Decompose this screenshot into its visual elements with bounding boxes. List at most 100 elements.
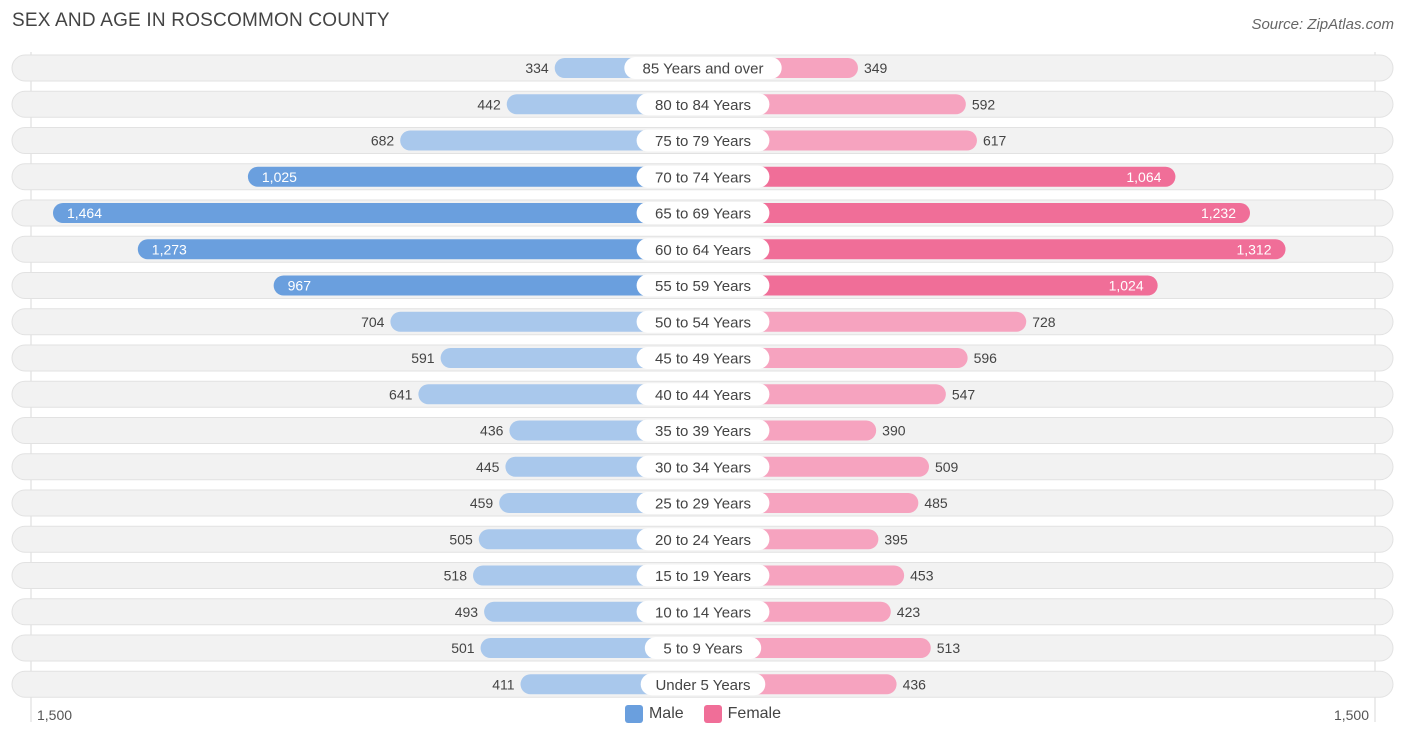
male-bar <box>440 348 703 368</box>
female-value-label: 453 <box>910 568 934 584</box>
legend-male-label: Male <box>648 705 684 722</box>
category-label-pill <box>636 202 770 224</box>
male-value-label: 493 <box>455 604 479 620</box>
male-swatch-icon <box>624 705 643 723</box>
category-label-pill <box>636 455 770 478</box>
female-value-label: 596 <box>974 350 998 366</box>
female-bar <box>703 130 977 151</box>
category-label: 25 to 29 Years <box>655 496 751 513</box>
male-value-label: 518 <box>444 568 468 584</box>
female-value-label: 436 <box>903 676 927 692</box>
source-label: Source: ZipAtlas.com <box>1251 16 1394 33</box>
female-value-label: 617 <box>983 133 1007 149</box>
female-value-label: 1,232 <box>1201 205 1236 221</box>
male-value-label: 459 <box>470 495 494 511</box>
category-label-pill <box>636 564 770 587</box>
category-label-pill <box>644 637 762 659</box>
female-swatch-icon <box>703 705 722 723</box>
category-label: 35 to 39 Years <box>655 423 751 440</box>
male-value-label: 682 <box>371 133 395 149</box>
legend-item-male[interactable]: Male <box>624 705 684 723</box>
male-bar <box>137 239 704 260</box>
category-label: 65 to 69 Years <box>655 206 751 223</box>
category-label: 60 to 64 Years <box>655 242 751 259</box>
category-label: 5 to 9 Years <box>663 641 742 658</box>
category-label: 15 to 19 Years <box>655 568 751 585</box>
legend: Male Female <box>0 705 1406 723</box>
female-value-label: 390 <box>882 423 906 439</box>
female-value-label: 509 <box>935 459 959 475</box>
category-label: Under 5 Years <box>655 677 750 694</box>
male-value-label: 411 <box>492 676 515 692</box>
female-value-label: 1,024 <box>1109 278 1144 294</box>
female-value-label: 547 <box>952 386 976 402</box>
male-value-label: 641 <box>389 386 413 402</box>
category-label-pill <box>636 129 770 152</box>
category-label: 85 Years and over <box>643 61 764 78</box>
category-label-pill <box>636 274 770 297</box>
male-value-label: 1,273 <box>152 241 187 257</box>
male-bar <box>52 203 703 223</box>
category-label: 20 to 24 Years <box>655 532 751 549</box>
male-value-label: 445 <box>476 459 500 475</box>
axis-left-label: 1,500 <box>37 707 73 723</box>
male-bar <box>390 311 703 332</box>
category-label: 10 to 14 Years <box>655 604 751 621</box>
category-label-pill <box>636 165 770 188</box>
category-label-pill <box>636 310 770 333</box>
female-bar <box>703 275 1158 296</box>
category-label: 80 to 84 Years <box>655 97 751 114</box>
male-bar <box>247 166 703 187</box>
category-label: 50 to 54 Years <box>655 314 751 331</box>
category-label: 70 to 74 Years <box>655 169 751 186</box>
category-label-pill <box>640 673 766 696</box>
male-value-label: 967 <box>288 278 312 294</box>
male-bar <box>418 384 703 405</box>
category-label: 75 to 79 Years <box>655 133 751 150</box>
category-label-pill <box>636 528 770 551</box>
axis-right-label: 1,500 <box>1333 707 1369 723</box>
female-value-label: 513 <box>937 640 961 656</box>
female-bar <box>703 311 1027 332</box>
legend-item-female[interactable]: Female <box>703 705 782 723</box>
category-label-pill <box>636 492 770 514</box>
female-value-label: 395 <box>884 531 908 547</box>
female-value-label: 1,064 <box>1126 169 1161 185</box>
female-value-label: 349 <box>864 60 888 76</box>
male-value-label: 334 <box>525 60 549 76</box>
category-label-pill <box>636 383 770 406</box>
female-value-label: 485 <box>924 495 948 511</box>
female-bar <box>703 348 968 368</box>
category-label-pill <box>624 57 782 79</box>
female-value-label: 592 <box>972 96 996 112</box>
category-label: 55 to 59 Years <box>655 278 751 295</box>
female-bar <box>703 94 966 115</box>
legend-female-label: Female <box>727 705 782 722</box>
male-value-label: 442 <box>477 96 501 112</box>
male-value-label: 1,025 <box>262 169 297 185</box>
female-value-label: 728 <box>1032 314 1056 330</box>
category-label-pill <box>636 238 770 261</box>
male-value-label: 501 <box>451 640 475 656</box>
category-label-pill <box>636 600 770 623</box>
category-label: 30 to 34 Years <box>655 459 751 476</box>
category-label-pill <box>636 93 770 116</box>
category-label-pill <box>636 419 770 442</box>
male-bar <box>273 275 703 296</box>
female-value-label: 1,312 <box>1236 241 1271 257</box>
category-label: 40 to 44 Years <box>655 387 751 404</box>
chart-title: SEX AND AGE IN ROSCOMMON COUNTY <box>12 10 390 31</box>
male-bar <box>400 130 703 151</box>
male-value-label: 591 <box>411 350 435 366</box>
male-value-label: 505 <box>449 531 473 547</box>
male-value-label: 704 <box>361 314 385 330</box>
female-value-label: 423 <box>897 604 921 620</box>
male-value-label: 436 <box>480 423 504 439</box>
female-bar <box>703 203 1251 223</box>
female-bar <box>703 166 1176 187</box>
female-bar <box>703 239 1286 260</box>
category-label-pill <box>636 347 770 369</box>
male-value-label: 1,464 <box>67 205 102 221</box>
category-label: 45 to 49 Years <box>655 351 751 368</box>
